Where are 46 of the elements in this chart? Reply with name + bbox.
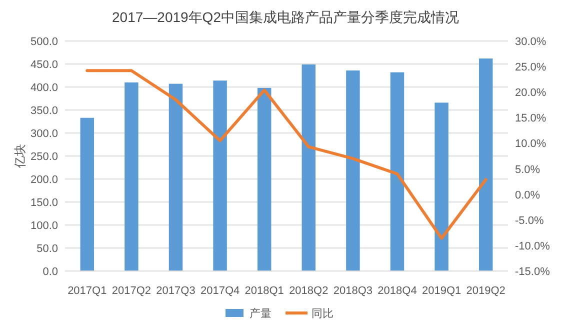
x-tick-label: 2018Q3 <box>333 285 373 297</box>
x-tick-label: 2019Q1 <box>422 285 462 297</box>
y-tick-label: 0.0 <box>42 266 58 278</box>
bar <box>434 102 448 271</box>
x-tick-label: 2017Q3 <box>156 285 196 297</box>
y-tick-label: 350.0 <box>30 105 58 117</box>
legend-label: 同比 <box>312 307 334 320</box>
bar <box>390 72 404 271</box>
y2-tick-label: -15.0% <box>515 266 550 278</box>
bar <box>168 84 183 271</box>
y2-tick-label: 10.0% <box>515 138 546 150</box>
bar <box>213 80 227 271</box>
x-tick-label: 2019Q2 <box>466 285 506 297</box>
y2-tick-label: 20.0% <box>515 87 546 100</box>
x-tick-label: 2017Q4 <box>200 285 240 297</box>
bar <box>302 64 316 271</box>
y-tick-label: 200.0 <box>30 174 58 186</box>
y-tick-label: 400.0 <box>30 82 58 94</box>
y2-tick-label: -10.0% <box>515 240 550 252</box>
x-tick-label: 2017Q2 <box>112 285 152 297</box>
x-tick-label: 2017Q1 <box>68 285 107 297</box>
y-tick-label: 150.0 <box>30 197 58 209</box>
y2-tick-label: 0.0% <box>515 189 540 202</box>
y2-tick-label: 25.0% <box>515 62 546 74</box>
bar <box>124 82 138 271</box>
x-tick-label: 2018Q2 <box>289 285 328 297</box>
y-tick-label: 100.0 <box>30 220 58 232</box>
y2-tick-label: 5.0% <box>515 164 540 176</box>
y-tick-label: 300.0 <box>30 128 58 140</box>
y2-tick-label: -5.0% <box>515 214 544 227</box>
y-tick-label: 450.0 <box>30 59 58 71</box>
bar <box>346 70 360 271</box>
y-tick-label: 250.0 <box>30 151 58 163</box>
legend-label: 产量 <box>250 307 272 320</box>
chart-title: 2017—2019年Q2中国集成电路产品产量分季度完成情况 <box>112 9 459 25</box>
y-tick-label: 50.0 <box>36 243 58 255</box>
bar <box>80 118 94 271</box>
bar <box>478 58 493 271</box>
y-axis-title: 亿块 <box>13 144 27 169</box>
bar <box>257 88 272 271</box>
y2-tick-label: 30.0% <box>515 36 546 48</box>
y2-tick-label: 15.0% <box>515 112 546 125</box>
line-series <box>86 69 488 240</box>
x-tick-label: 2018Q1 <box>244 285 284 297</box>
y-tick-label: 500.0 <box>30 36 58 48</box>
x-tick-label: 2018Q4 <box>378 285 417 297</box>
